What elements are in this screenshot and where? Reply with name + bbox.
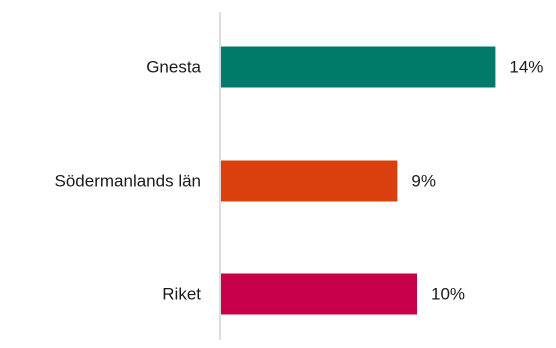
category-label-sodermanlands-lan: Södermanlands län <box>55 172 201 191</box>
value-label-riket: 10% <box>431 285 465 304</box>
chart-marks: Gnesta 14% Södermanlands län 9% Riket 10% <box>55 46 543 315</box>
category-label-gnesta: Gnesta <box>146 58 201 77</box>
value-label-sodermanlands-lan: 9% <box>411 172 436 191</box>
bar-gnesta <box>221 46 496 88</box>
bar-riket <box>221 273 417 315</box>
bar-sodermanlands-lan <box>221 160 398 202</box>
category-label-riket: Riket <box>162 285 201 304</box>
value-label-gnesta: 14% <box>509 58 543 77</box>
